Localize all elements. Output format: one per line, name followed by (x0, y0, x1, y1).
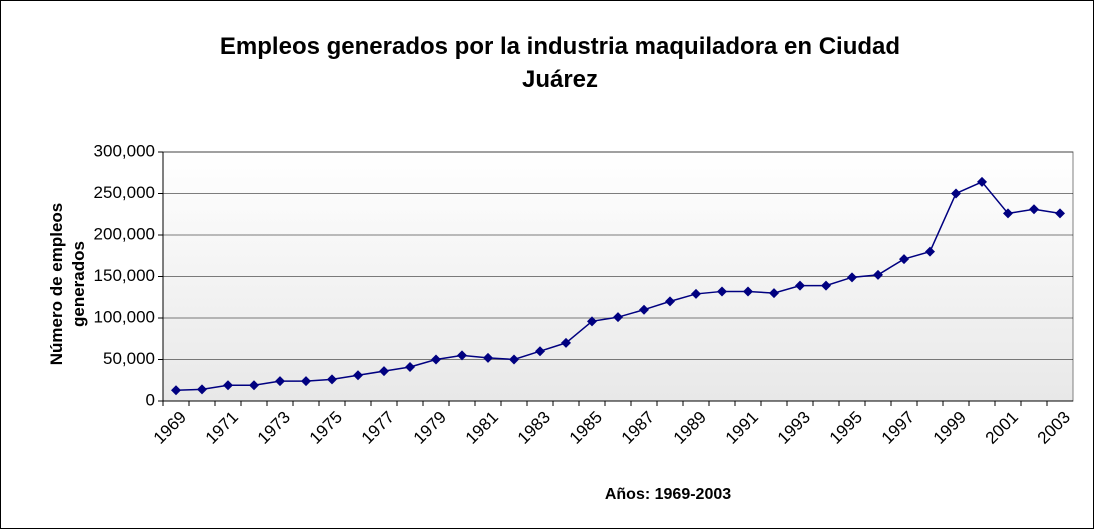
y-tick-label: 100,000 (94, 307, 155, 326)
data-point (197, 384, 207, 395)
data-point (275, 376, 285, 387)
data-point (769, 288, 779, 299)
data-point (951, 188, 961, 199)
data-point (639, 304, 649, 315)
data-point (535, 346, 545, 357)
y-tick-label: 200,000 (94, 224, 155, 243)
data-point (561, 337, 571, 348)
data-point (613, 312, 623, 323)
data-point (509, 354, 519, 365)
data-point (171, 385, 181, 396)
data-point (977, 176, 987, 187)
data-point (1003, 208, 1013, 219)
y-tick-label: 300,000 (94, 141, 155, 160)
data-point (717, 286, 727, 297)
data-point (743, 286, 753, 297)
x-axis-label: Años: 1969-2003 (604, 486, 732, 503)
data-point (353, 370, 363, 381)
data-point (1029, 204, 1039, 215)
data-point (405, 361, 415, 372)
data-point (483, 352, 493, 363)
data-point (431, 354, 441, 365)
data-point (873, 269, 883, 280)
data-point (587, 316, 597, 327)
data-point (223, 380, 233, 391)
data-point (925, 246, 935, 257)
data-point (301, 376, 311, 387)
data-point (665, 296, 675, 307)
data-point (249, 380, 259, 391)
data-point (379, 366, 389, 377)
data-point (899, 254, 909, 265)
data-point (847, 272, 857, 283)
y-tick-label: 0 (146, 390, 155, 409)
chart-title: Empleos generados por la industria maqui… (219, 33, 901, 93)
data-point (821, 280, 831, 291)
data-point (691, 288, 701, 299)
data-point (327, 374, 337, 385)
y-axis-label: Número de empleos generados (47, 202, 88, 366)
data-point (457, 350, 467, 361)
y-tick-label: 150,000 (94, 266, 155, 285)
y-tick-label: 250,000 (94, 183, 155, 202)
data-point (795, 280, 805, 291)
y-tick-label: 50,000 (103, 349, 155, 368)
data-point (1055, 208, 1065, 219)
